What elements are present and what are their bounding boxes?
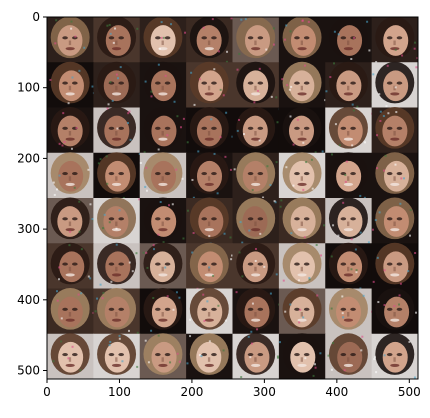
face-cell xyxy=(47,197,95,244)
face-cell xyxy=(278,288,326,335)
face-cell xyxy=(232,333,280,379)
face-cell xyxy=(232,17,280,63)
axes-frame xyxy=(46,16,419,380)
face-cell xyxy=(139,152,187,199)
face-cell xyxy=(139,288,187,335)
face-cell xyxy=(278,197,326,245)
face-cell xyxy=(93,288,141,335)
x-axis: 0 100 200 300 400 500 xyxy=(43,379,421,399)
face-cell xyxy=(186,333,233,379)
face-cell xyxy=(232,107,281,154)
face-cell xyxy=(278,333,326,379)
face-cell xyxy=(371,61,418,108)
face-cell xyxy=(371,152,418,199)
face-cell xyxy=(139,107,187,154)
y-tick-label: 100 xyxy=(17,81,40,95)
face-cell xyxy=(325,107,374,154)
x-tick-label: 0 xyxy=(43,385,51,399)
face-cell xyxy=(371,17,418,64)
face-cell xyxy=(186,197,233,245)
x-tick-label: 300 xyxy=(253,385,276,399)
face-cell xyxy=(93,17,141,63)
face-cell xyxy=(47,333,94,379)
x-tick-label: 500 xyxy=(398,385,421,399)
face-cell xyxy=(186,61,233,108)
face-cell xyxy=(186,152,233,199)
face-cell xyxy=(325,242,373,290)
y-tick-label: 0 xyxy=(32,10,40,24)
face-cell xyxy=(371,107,418,154)
face-cell xyxy=(47,17,94,63)
face-cell xyxy=(139,197,187,244)
y-tick-label: 300 xyxy=(17,222,40,236)
x-tick-label: 100 xyxy=(108,385,131,399)
face-cell xyxy=(371,288,418,335)
y-tick-label: 400 xyxy=(17,293,40,307)
face-cell xyxy=(186,17,233,63)
face-grid-image xyxy=(47,17,418,379)
face-cell xyxy=(93,242,141,289)
y-axis: 0 100 200 300 400 500 xyxy=(17,10,47,378)
face-cell xyxy=(232,152,280,199)
face-cell xyxy=(139,242,187,289)
face-cell xyxy=(325,197,373,244)
face-cell xyxy=(186,107,234,154)
face-cell xyxy=(47,61,95,108)
face-cell xyxy=(47,107,94,154)
x-tick-label: 400 xyxy=(325,385,348,399)
face-cell xyxy=(325,152,373,199)
face-cell xyxy=(278,61,327,108)
face-cell xyxy=(93,107,141,154)
face-cell xyxy=(278,242,326,289)
face-cell xyxy=(371,242,418,289)
face-cell xyxy=(93,152,141,199)
face-cell xyxy=(139,61,187,108)
y-tick-label: 500 xyxy=(17,364,40,378)
face-cell xyxy=(325,17,373,63)
face-cell xyxy=(325,288,374,335)
face-cell xyxy=(278,152,326,199)
face-cell xyxy=(186,288,233,335)
face-cell xyxy=(186,242,234,290)
face-cell xyxy=(47,242,94,289)
face-cell xyxy=(278,107,326,154)
face-cell xyxy=(278,17,326,63)
face-cell xyxy=(232,242,280,289)
face-cell xyxy=(47,152,94,199)
x-tick-label: 200 xyxy=(180,385,203,399)
face-cell xyxy=(325,61,374,108)
face-cell xyxy=(93,197,141,244)
face-cell xyxy=(139,333,187,379)
face-cell xyxy=(232,61,280,108)
face-cell xyxy=(93,61,141,108)
face-cell xyxy=(325,333,373,379)
y-tick-label: 200 xyxy=(17,151,40,165)
face-cell xyxy=(47,288,95,335)
face-cell xyxy=(371,333,418,379)
face-cell xyxy=(232,288,281,335)
face-cell xyxy=(371,197,418,244)
face-cell xyxy=(93,333,141,379)
face-cell xyxy=(139,17,187,63)
face-cell xyxy=(232,197,280,244)
